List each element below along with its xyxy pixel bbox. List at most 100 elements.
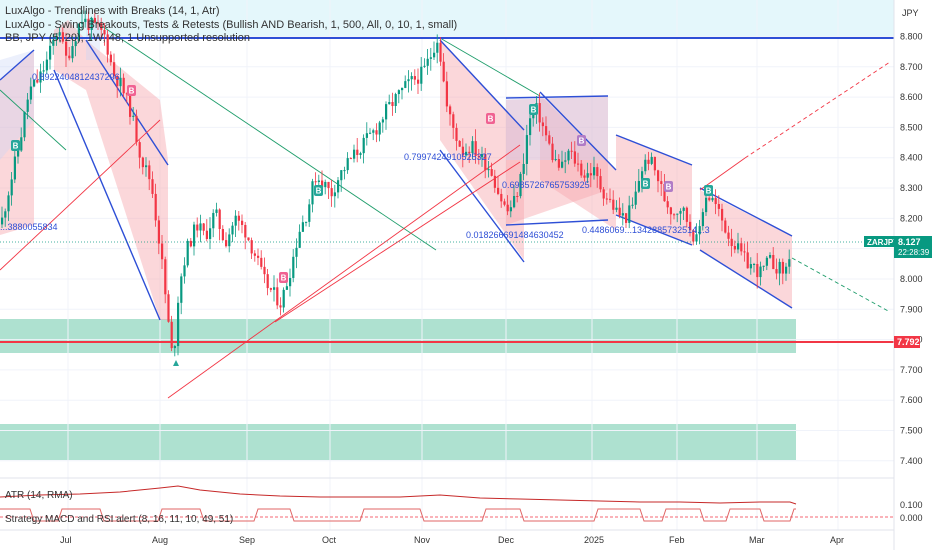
price-tick-12: 7.600: [900, 395, 923, 405]
candle-body-13: [42, 70, 45, 72]
candle-body-238: [762, 265, 765, 267]
candle-body-128: [410, 76, 413, 80]
candle-body-228: [730, 238, 733, 247]
candle-body-98: [314, 181, 317, 183]
legend-trendlines[interactable]: LuxAlgo - Trendlines with Breaks (14, 1,…: [5, 5, 220, 17]
candle-body-181: [580, 163, 583, 176]
candle-body-19: [61, 32, 64, 42]
candle-body-91: [292, 256, 295, 278]
candle-body-172: [551, 143, 554, 161]
legend-bb[interactable]: BB, JPY (5, 20), 1W, 48, 1 Unsupported r…: [5, 32, 250, 44]
marker-bear-2: B: [279, 272, 288, 283]
candle-body-90: [289, 277, 292, 287]
time-axis[interactable]: Jul Aug Sep Oct Nov Dec 2025 Feb Mar Apr: [0, 529, 894, 545]
candle-body-25: [81, 21, 84, 24]
ratio-annotations: 0.8922404812437296 0.7997424910525327 0.…: [0, 72, 710, 240]
candle-body-106: [340, 170, 343, 181]
candle-body-100: [321, 180, 324, 188]
candle-body-217: [695, 234, 698, 242]
candle-body-75: [241, 220, 244, 225]
candle-body-236: [756, 264, 759, 278]
candle-body-197: [631, 204, 634, 206]
strategy-signal-line: [0, 508, 796, 522]
candle-body-178: [570, 150, 573, 152]
candle-body-60: [193, 224, 196, 247]
atr-tick-1: 0.100: [900, 500, 923, 510]
candle-body-142: [455, 127, 458, 141]
level-badge-value: 7.792: [897, 337, 920, 347]
candle-body-130: [417, 79, 420, 84]
candle-body-127: [407, 79, 410, 82]
candle-body-212: [679, 210, 682, 214]
candle-body-155: [497, 187, 500, 194]
candle-body-63: [202, 223, 205, 231]
legend-atr[interactable]: ATR (14, RMA): [5, 490, 73, 501]
annotation-6: ...3880055834: [0, 222, 58, 232]
legend-swing-breakouts[interactable]: LuxAlgo - Swing Breakouts, Tests & Retes…: [5, 19, 458, 31]
candle-body-52: [167, 294, 170, 322]
candle-body-239: [765, 257, 768, 266]
candle-body-245: [785, 266, 788, 274]
candle-body-218: [698, 226, 701, 235]
candle-body-222: [711, 198, 714, 201]
candle-body-79: [253, 253, 256, 256]
atr-line: [0, 485, 797, 505]
candle-body-240: [769, 255, 772, 258]
price-tick-5: 8.300: [900, 183, 923, 193]
price-axis[interactable]: JPY 8.800 8.700 8.600 8.500 8.400 8.300 8.200 8…: [893, 0, 932, 550]
candle-body-35: [113, 62, 116, 77]
candle-body-198: [634, 191, 637, 205]
candle-body-110: [353, 149, 356, 159]
marker-bull-2: B: [529, 104, 538, 115]
candle-body-202: [647, 159, 650, 164]
candle-body-87: [279, 305, 282, 308]
candle-body-140: [449, 106, 452, 115]
candle-body-23: [74, 41, 77, 47]
marker-bear-3: B: [486, 113, 495, 124]
svg-text:B: B: [488, 115, 494, 124]
candle-body-168: [538, 103, 541, 123]
candle-body-27: [87, 18, 90, 30]
time-tick-0: Jul: [60, 535, 72, 545]
time-tick-6: 2025: [584, 535, 604, 545]
candle-body-17: [55, 35, 58, 40]
candle-body-104: [333, 192, 336, 197]
candle-body-129: [413, 76, 416, 80]
level-badge: 7.792: [894, 336, 920, 348]
badge-price: 8.127: [898, 237, 921, 247]
candle-body-86: [276, 287, 279, 306]
candle-body-102: [327, 181, 330, 189]
candle-body-47: [151, 179, 154, 194]
candle-body-163: [522, 163, 525, 174]
legend-strategy[interactable]: Strategy MACD and RSI alert (8, 16, 11, …: [5, 514, 234, 525]
marker-bull-4: B: [704, 185, 713, 196]
candle-body-94: [301, 222, 304, 232]
candle-body-184: [589, 173, 592, 176]
candle-body-242: [775, 269, 778, 274]
svg-text:B: B: [531, 106, 537, 115]
price-tick-11: 7.700: [900, 365, 923, 375]
candle-body-144: [461, 146, 464, 156]
candle-body-62: [199, 223, 202, 231]
candle-body-153: [490, 169, 493, 176]
marker-bear-4: B: [577, 135, 586, 146]
candle-body-174: [557, 159, 560, 168]
candle-body-133: [426, 58, 429, 66]
candle-body-99: [317, 180, 320, 182]
svg-text:B: B: [129, 87, 135, 96]
svg-text:B: B: [316, 187, 322, 196]
candle-body-107: [343, 170, 346, 172]
candle-body-120: [385, 104, 388, 120]
candle-body-150: [481, 154, 484, 158]
candle-body-126: [404, 81, 407, 88]
candle-body-40: [129, 93, 132, 117]
candle-body-67: [215, 209, 218, 213]
candle-body-95: [305, 221, 308, 223]
price-tick-14: 7.400: [900, 456, 923, 466]
candle-body-54: [173, 346, 176, 349]
currency-label: JPY: [902, 8, 919, 18]
candle-body-166: [532, 113, 535, 119]
candle-body-203: [650, 156, 653, 164]
candle-body-32: [103, 29, 106, 35]
